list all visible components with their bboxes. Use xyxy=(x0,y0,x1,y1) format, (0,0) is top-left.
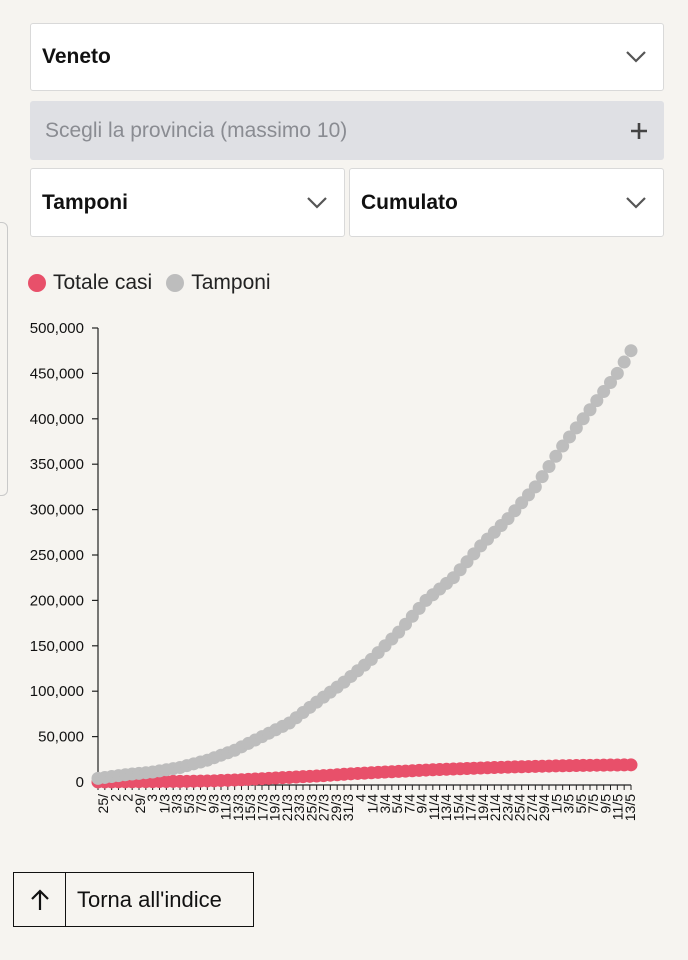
data-point-tamponi xyxy=(535,470,549,484)
region-select[interactable]: Veneto xyxy=(30,23,664,91)
x-tick-label: 13/5 xyxy=(622,794,638,821)
x-tick-label: 23/3 xyxy=(291,794,307,821)
chart-legend: Totale casi Tamponi xyxy=(28,270,285,296)
metric-select[interactable]: Tamponi xyxy=(30,168,345,237)
y-tick-label: 300,000 xyxy=(30,502,84,519)
x-tick-label: 2 xyxy=(107,794,123,802)
data-point-tamponi xyxy=(583,403,597,417)
x-tick-label: 13/4 xyxy=(438,794,454,821)
x-tick-label: 25/4 xyxy=(512,794,528,821)
x-tick-label: 3/4 xyxy=(377,794,393,814)
x-tick-label: 7/5 xyxy=(585,794,601,814)
side-panel-edge xyxy=(0,222,8,496)
back-button-label: Torna all'indice xyxy=(77,886,222,912)
x-tick-label: 25/ xyxy=(95,794,111,814)
x-tick-label: 15/4 xyxy=(450,794,466,821)
x-tick-label: 5/3 xyxy=(181,794,197,814)
x-tick-label: 13/3 xyxy=(230,794,246,821)
x-tick-label: 31/3 xyxy=(340,794,356,821)
data-point-tamponi xyxy=(549,449,563,463)
chevron-down-icon xyxy=(307,196,327,209)
x-tick-label: 7/4 xyxy=(401,794,417,814)
x-tick-label: 5/4 xyxy=(389,794,405,814)
y-tick-label: 150,000 xyxy=(30,638,84,655)
x-tick-label: 27/4 xyxy=(524,794,540,821)
x-tick-label: 25/3 xyxy=(303,794,319,821)
chevron-down-icon xyxy=(626,196,646,209)
x-tick-label: 19/4 xyxy=(475,794,491,821)
x-tick-label: 11/3 xyxy=(218,794,234,820)
x-tick-label: 11/5 xyxy=(610,794,626,820)
x-tick-label: 2 xyxy=(120,794,136,802)
x-tick-label: 1/5 xyxy=(548,794,564,814)
y-tick-label: 200,000 xyxy=(30,592,84,609)
data-point-tamponi xyxy=(569,421,583,435)
data-point-totale-casi xyxy=(624,758,638,772)
x-tick-label: 29/3 xyxy=(328,794,344,821)
province-placeholder: Scegli la provincia (massimo 10) xyxy=(45,118,348,142)
x-tick-label: 1/3 xyxy=(156,794,172,814)
mode-select-value: Cumulato xyxy=(361,190,458,214)
x-tick-label: 9/3 xyxy=(205,794,221,814)
x-tick-label: 23/4 xyxy=(499,794,515,821)
y-tick-label: 0 xyxy=(76,774,84,791)
y-tick-label: 400,000 xyxy=(30,411,84,428)
y-tick-label: 450,000 xyxy=(30,365,84,382)
scatter-chart: 500,000450,000400,000350,000300,000250,0… xyxy=(30,320,638,821)
x-tick-label: 15/3 xyxy=(242,794,258,821)
y-tick-label: 100,000 xyxy=(30,683,84,700)
x-tick-label: 21/4 xyxy=(487,794,503,821)
legend-item-tamponi[interactable]: Tamponi xyxy=(166,271,271,295)
data-point-tamponi xyxy=(542,459,556,473)
y-tick-label: 350,000 xyxy=(30,456,84,473)
data-point-tamponi xyxy=(528,480,542,494)
x-tick-label: 11/4 xyxy=(426,794,442,820)
data-point-tamponi xyxy=(576,412,590,426)
arrow-up-icon xyxy=(29,888,51,912)
region-select-value: Veneto xyxy=(42,45,111,68)
data-point-tamponi xyxy=(556,439,570,453)
x-tick-label: 27/3 xyxy=(316,794,332,821)
legend-swatch xyxy=(166,274,185,292)
x-tick-label: 17/4 xyxy=(463,794,479,821)
x-tick-label: 17/3 xyxy=(254,794,270,821)
legend-swatch xyxy=(28,274,46,292)
arrow-box xyxy=(14,873,66,926)
x-tick-label: 19/3 xyxy=(267,794,283,821)
legend-label: Tamponi xyxy=(191,271,271,294)
mode-select[interactable]: Cumulato xyxy=(349,168,664,237)
x-tick-label: 3/3 xyxy=(169,794,185,814)
data-point-tamponi xyxy=(624,344,638,358)
data-point-tamponi xyxy=(590,394,604,408)
x-tick-label: 29/ xyxy=(132,794,148,814)
x-tick-label: 3 xyxy=(144,794,160,802)
x-tick-label: 1/4 xyxy=(365,794,381,814)
x-tick-label: 3/5 xyxy=(561,794,577,814)
x-tick-label: 5/5 xyxy=(573,794,589,814)
data-point-tamponi xyxy=(604,375,617,389)
y-tick-label: 500,000 xyxy=(30,320,84,337)
back-to-index-button[interactable]: Torna all'indice xyxy=(13,872,254,927)
x-tick-label: 21/3 xyxy=(279,794,295,821)
metric-select-value: Tamponi xyxy=(42,190,128,214)
x-tick-label: 9/5 xyxy=(597,794,613,814)
legend-item-totale-casi[interactable]: Totale casi xyxy=(28,271,152,295)
plus-icon[interactable] xyxy=(630,122,648,140)
province-add-field[interactable]: Scegli la provincia (massimo 10) xyxy=(30,101,664,160)
data-point-tamponi xyxy=(597,385,611,399)
data-point-tamponi xyxy=(617,355,631,369)
data-point-tamponi xyxy=(563,430,576,444)
chevron-down-icon xyxy=(626,51,646,63)
y-tick-label: 50,000 xyxy=(38,729,84,746)
x-tick-label: 7/3 xyxy=(193,794,209,814)
y-tick-label: 250,000 xyxy=(30,547,84,564)
x-tick-label: 4 xyxy=(352,794,368,802)
legend-label: Totale casi xyxy=(53,271,153,294)
data-point-tamponi xyxy=(610,366,624,380)
x-tick-label: 29/4 xyxy=(536,794,552,821)
x-tick-label: 9/4 xyxy=(414,794,430,814)
